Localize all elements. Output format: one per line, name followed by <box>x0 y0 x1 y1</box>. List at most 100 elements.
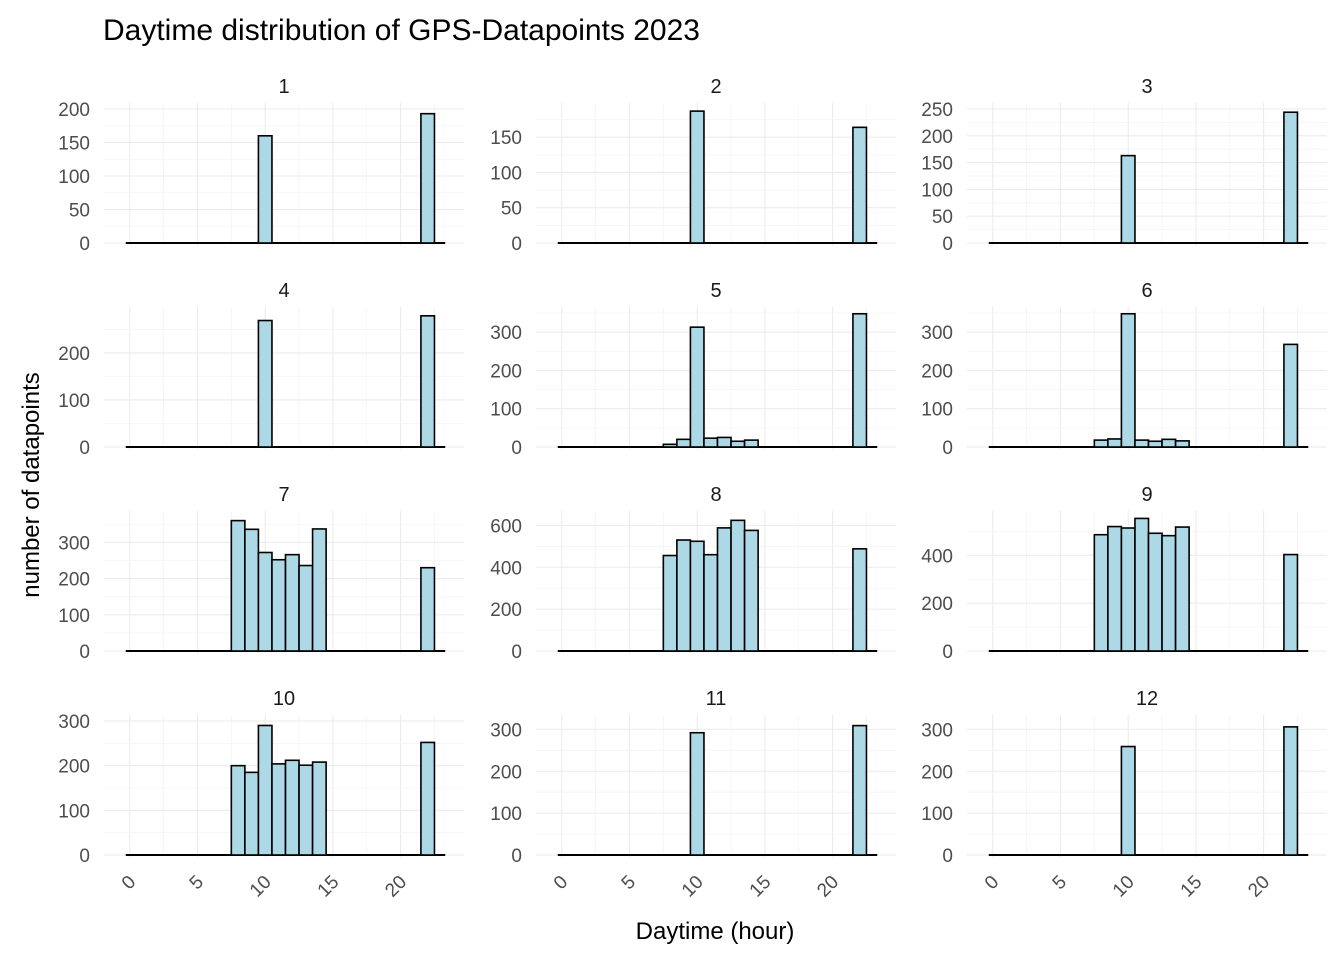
y-tick-label: 300 <box>58 533 90 554</box>
facet-grid <box>967 715 1327 857</box>
y-tick-label: 50 <box>69 201 90 222</box>
facet-grid <box>536 715 896 857</box>
facet-label: 6 <box>1141 280 1152 302</box>
facet-grid <box>536 307 896 449</box>
histogram-bar <box>257 135 273 244</box>
histogram-bar <box>852 312 868 448</box>
y-tick-label: 200 <box>58 100 90 121</box>
facet-label: 12 <box>1136 688 1158 710</box>
histogram-bar <box>1134 439 1150 448</box>
histogram-bar <box>703 437 719 448</box>
y-tick-label: 100 <box>58 167 90 188</box>
y-tick-label: 0 <box>942 438 953 459</box>
y-tick-label: 0 <box>942 846 953 867</box>
histogram-bar <box>676 438 692 448</box>
y-tick-label: 100 <box>58 391 90 412</box>
histogram-bar <box>1283 343 1299 448</box>
y-tick-label: 200 <box>921 594 953 615</box>
histogram-bar <box>852 548 868 652</box>
histogram-bar <box>1283 111 1299 244</box>
facet-panel-11: 11 0 100 200 300 0 5 10 15 20 <box>490 688 896 901</box>
facet-grid <box>104 307 464 449</box>
y-tick-label: 0 <box>511 642 522 663</box>
facet-label: 10 <box>273 688 295 710</box>
x-tick-label: 15 <box>1177 872 1207 902</box>
facet-label: 5 <box>710 280 721 302</box>
histogram-bar <box>1134 517 1150 652</box>
facet-label: 9 <box>1141 484 1152 506</box>
y-tick-label: 300 <box>490 720 522 741</box>
histogram-bar <box>1120 312 1136 448</box>
y-tick-label: 0 <box>79 438 90 459</box>
y-tick-label: 0 <box>79 642 90 663</box>
y-tick-label: 200 <box>921 762 953 783</box>
x-tick-label: 20 <box>1244 872 1274 902</box>
facet-panel-5: 5 0 100 200 300 <box>490 280 896 459</box>
histogram-bar <box>1174 526 1190 652</box>
x-tick-label: 10 <box>1109 872 1139 902</box>
facet-label: 4 <box>278 280 289 302</box>
facet-label: 2 <box>710 76 721 98</box>
histogram-bar <box>689 731 705 856</box>
facet-panels: 1050100150200205010015030501001502002504… <box>58 76 1327 901</box>
histogram-bar <box>230 519 246 652</box>
x-tick-label: 20 <box>813 872 843 902</box>
histogram-bar <box>743 529 759 652</box>
histogram-bar <box>1093 533 1109 652</box>
y-tick-label: 50 <box>501 199 522 220</box>
y-tick-label: 200 <box>921 361 953 382</box>
facet-grid <box>104 103 464 245</box>
x-tick-label: 0 <box>981 872 1003 894</box>
y-tick-label: 200 <box>921 127 953 148</box>
y-tick-label: 100 <box>58 606 90 627</box>
y-tick-label: 100 <box>490 400 522 421</box>
histogram-bar <box>662 443 678 448</box>
x-tick-label: 15 <box>314 872 344 902</box>
y-tick-label: 0 <box>511 438 522 459</box>
x-tick-label: 20 <box>381 872 411 902</box>
facet-label: 1 <box>278 76 289 98</box>
y-tick-label: 0 <box>511 234 522 255</box>
x-tick-label: 15 <box>746 872 776 902</box>
y-tick-label: 200 <box>490 762 522 783</box>
histogram-bar <box>420 315 436 448</box>
facet-panel-2: 2 0 50 100 150 <box>490 76 896 255</box>
facet-label: 11 <box>706 688 727 710</box>
x-tick-label: 5 <box>1049 872 1071 894</box>
y-tick-label: 0 <box>942 642 953 663</box>
facet-label: 3 <box>1141 76 1152 98</box>
histogram-bar <box>730 519 746 652</box>
y-tick-label: 200 <box>490 600 522 621</box>
histogram-bar <box>1147 532 1163 652</box>
x-axis-title: Daytime (hour) <box>636 918 795 945</box>
histogram-bar <box>257 319 273 448</box>
histogram-bar <box>284 553 300 652</box>
y-tick-label: 250 <box>921 100 953 121</box>
facet-label: 7 <box>278 484 289 506</box>
y-tick-label: 0 <box>511 846 522 867</box>
histogram-bar <box>1283 553 1299 652</box>
histogram-bar <box>689 326 705 448</box>
y-tick-label: 200 <box>58 757 90 778</box>
histogram-bar <box>1161 438 1177 448</box>
histogram-bar <box>676 539 692 652</box>
histogram-bar <box>703 553 719 652</box>
histogram-bar <box>1174 440 1190 448</box>
y-tick-label: 300 <box>58 712 90 733</box>
y-tick-label: 0 <box>79 846 90 867</box>
x-tick-label: 10 <box>246 872 276 902</box>
histogram-bar <box>298 564 314 652</box>
histogram-bar <box>298 764 314 856</box>
y-tick-label: 150 <box>921 154 953 175</box>
x-tick-label: 5 <box>618 872 640 894</box>
histogram-bar <box>257 724 273 856</box>
histogram-bar <box>1107 438 1123 448</box>
histogram-bar <box>852 126 868 244</box>
facet-grid <box>967 103 1327 245</box>
y-tick-label: 150 <box>490 128 522 149</box>
y-tick-label: 200 <box>58 570 90 591</box>
facet-panel-7: 7 0 100 200 300 <box>58 484 464 663</box>
histogram-bar <box>1120 154 1136 244</box>
x-tick-label: 5 <box>186 872 208 894</box>
facet-label: 8 <box>710 484 721 506</box>
